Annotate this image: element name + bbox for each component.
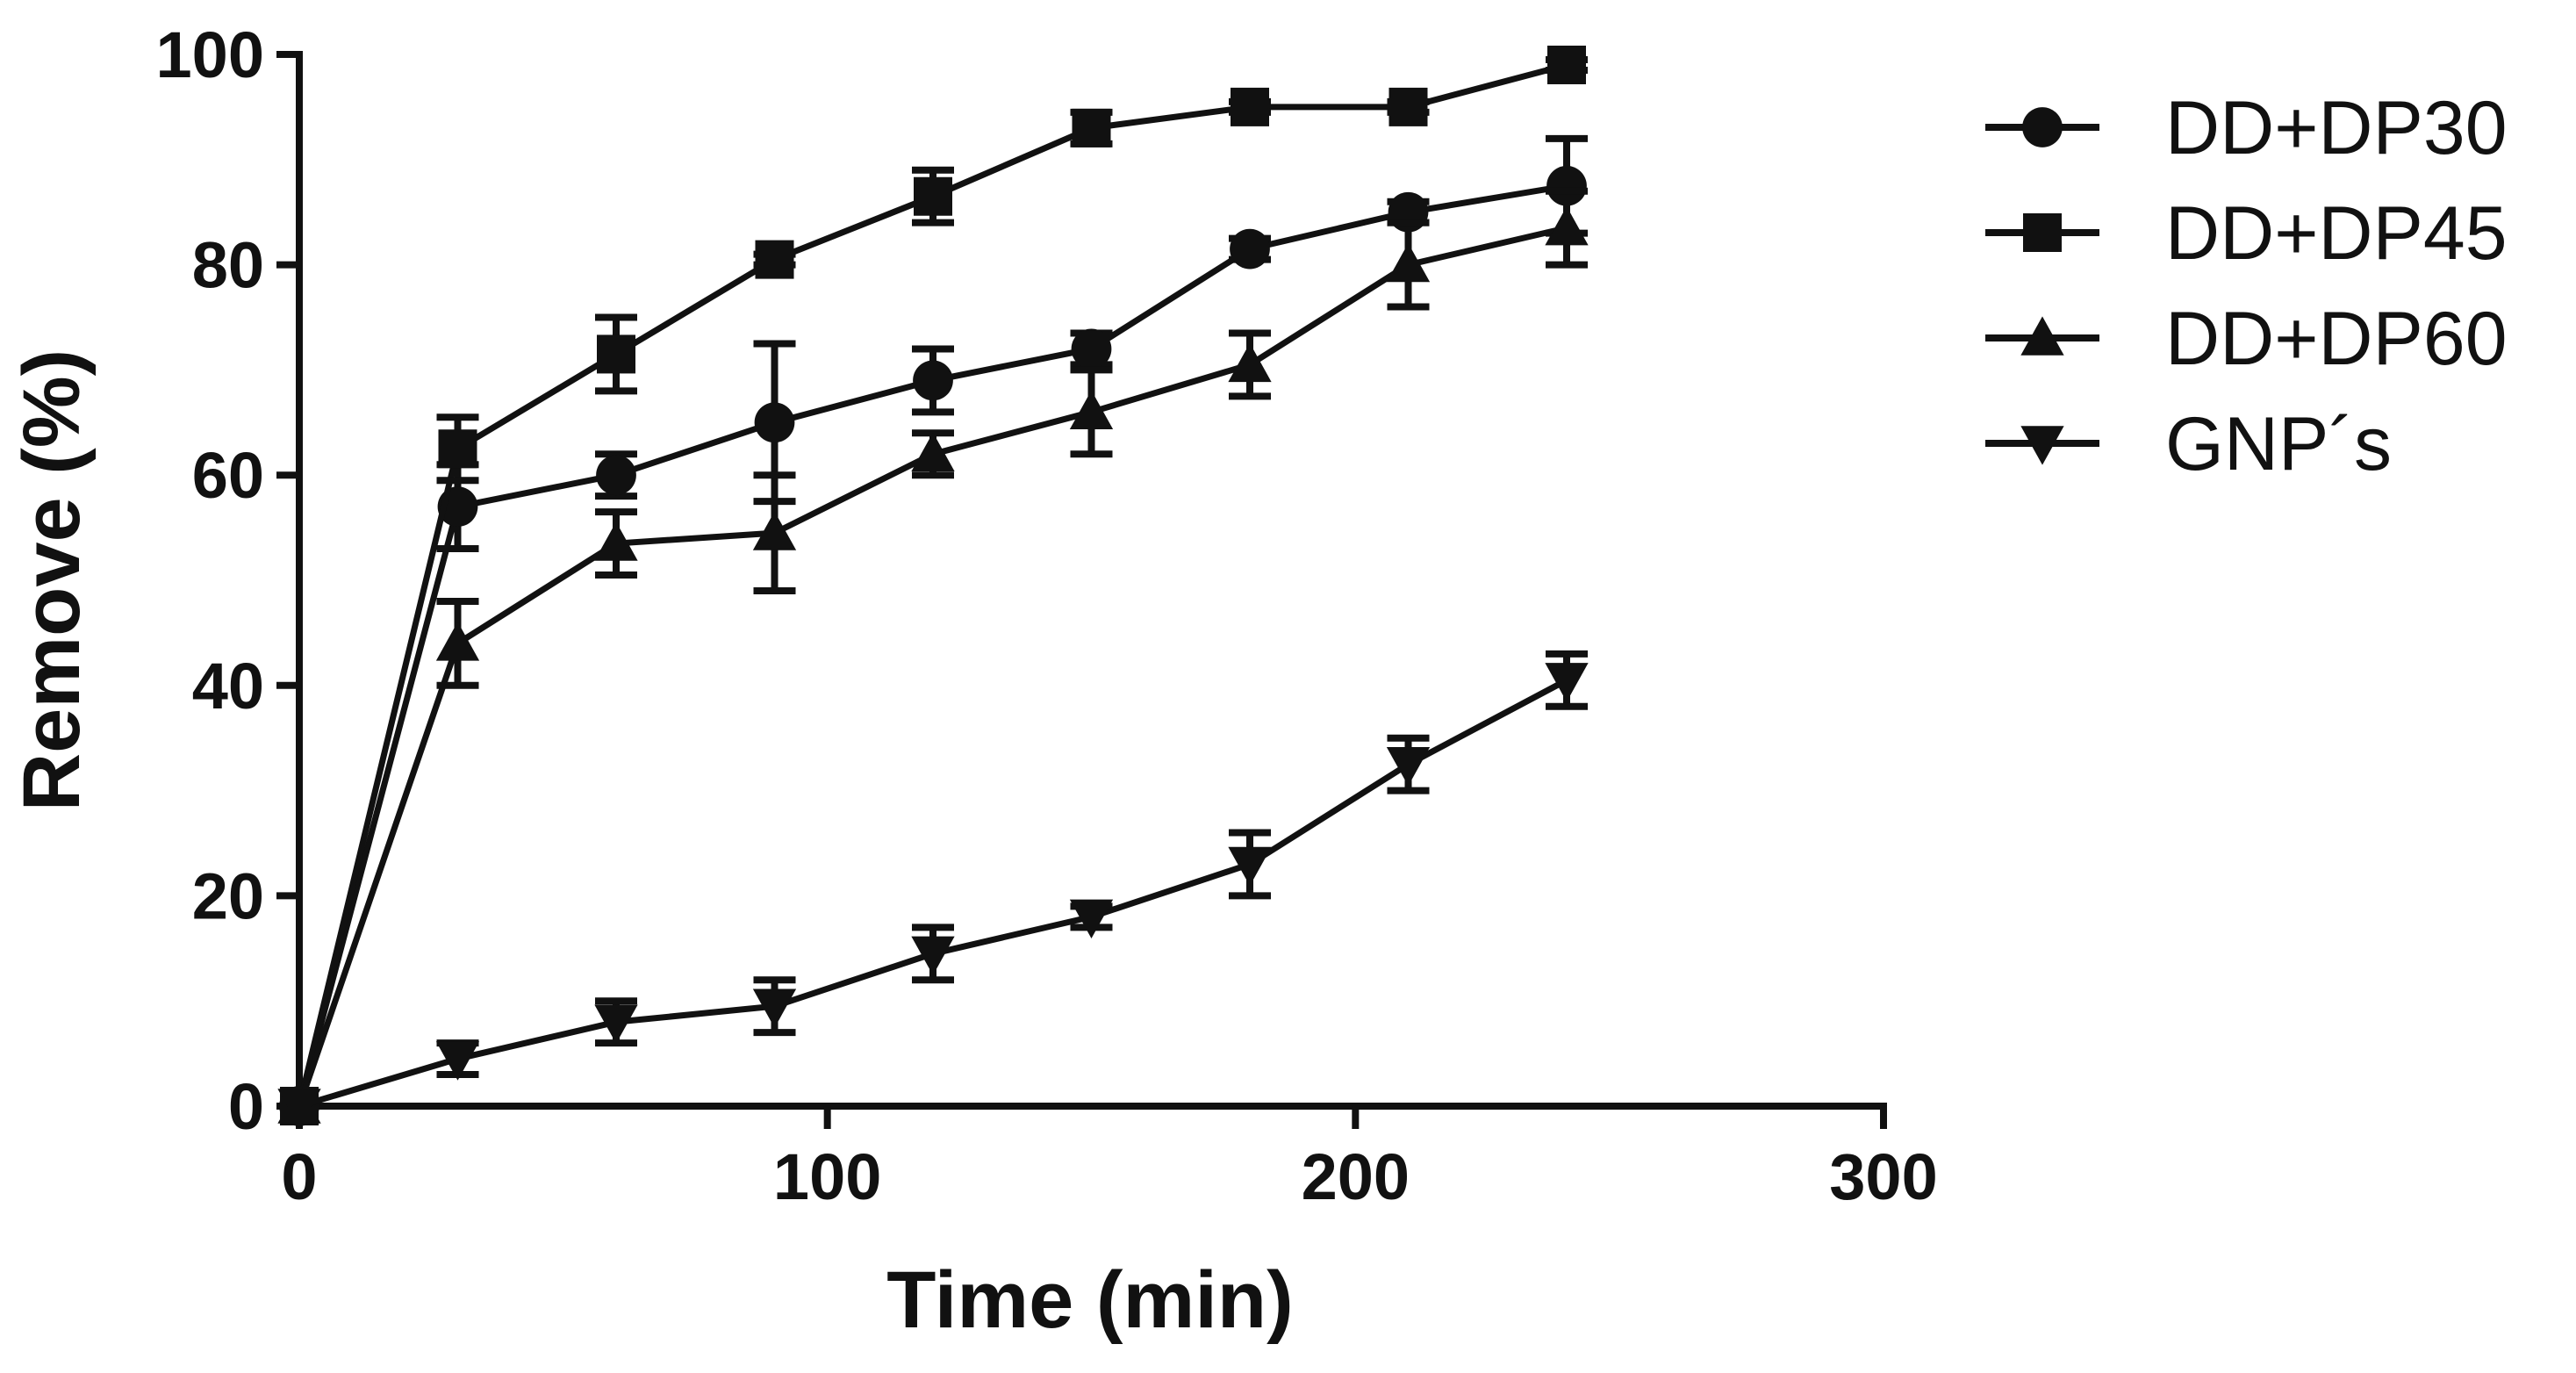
data-point — [594, 521, 638, 561]
data-point — [438, 429, 477, 469]
series-gnp-s — [277, 650, 1589, 1128]
data-point — [1230, 228, 1270, 270]
y-tick-label: 80 — [192, 229, 264, 302]
series-dd-dp45 — [280, 45, 1588, 1125]
data-point — [1546, 165, 1587, 206]
data-point — [277, 1089, 321, 1128]
data-point — [1228, 342, 1272, 383]
legend-item: DD+DP30 — [1985, 86, 2508, 170]
data-point — [1388, 87, 1428, 126]
legend-item: DD+DP60 — [1985, 297, 2508, 381]
x-axis-title: Time (min) — [886, 1255, 1293, 1345]
x-tick-label: 300 — [1829, 1140, 1937, 1213]
data-point — [1228, 846, 1272, 887]
x-tick-label: 200 — [1302, 1140, 1410, 1213]
data-point — [752, 511, 797, 550]
data-point — [1071, 328, 1112, 370]
y-tick-label: 100 — [156, 18, 264, 91]
series-layer — [277, 45, 1589, 1128]
series-line — [298, 677, 1568, 1110]
series-dd-dp60 — [277, 187, 1589, 1124]
legend-label: DD+DP60 — [2165, 297, 2508, 381]
data-point — [755, 240, 794, 279]
data-point — [914, 176, 952, 216]
data-point — [1231, 87, 1269, 126]
data-point — [754, 402, 795, 443]
legend-label: DD+DP45 — [2165, 191, 2508, 276]
axes — [296, 51, 1887, 1110]
legend-marker — [2022, 107, 2063, 147]
data-point — [1072, 108, 1111, 147]
y-tick-label: 60 — [192, 439, 264, 512]
data-point — [1547, 45, 1586, 84]
legend-item: DD+DP45 — [1985, 191, 2508, 276]
legend-marker — [2020, 316, 2064, 356]
data-point — [911, 432, 955, 471]
data-point — [1545, 206, 1589, 246]
data-point — [1386, 746, 1431, 787]
data-point — [596, 455, 636, 496]
legend-label: GNP´s — [2165, 402, 2392, 486]
x-tick-label: 100 — [773, 1140, 881, 1213]
legend-label: DD+DP30 — [2165, 86, 2508, 170]
y-tick-label: 40 — [192, 650, 264, 722]
legend-marker — [2020, 426, 2064, 465]
data-point — [1069, 899, 1114, 938]
data-point — [594, 1004, 638, 1044]
legend: DD+DP30 DD+DP45 DD+DP60 GNP´s — [1985, 86, 2508, 486]
x-tick-label: 0 — [281, 1140, 317, 1213]
data-point — [913, 360, 953, 401]
ticks: 0 20 40 60 80 100 0 100 200 300 — [156, 18, 1938, 1213]
data-point — [1069, 390, 1114, 430]
y-axis-title: Remove (%) — [7, 349, 97, 812]
data-point — [597, 334, 635, 374]
data-point — [911, 936, 955, 975]
data-point — [1545, 663, 1589, 702]
data-point — [435, 622, 480, 661]
data-point — [435, 1041, 480, 1081]
y-tick-label: 0 — [228, 1070, 264, 1143]
data-point — [752, 988, 797, 1028]
legend-item: GNP´s — [1985, 402, 2392, 486]
data-point — [1386, 242, 1431, 283]
y-tick-label: 20 — [192, 859, 264, 932]
legend-marker — [2023, 213, 2062, 252]
